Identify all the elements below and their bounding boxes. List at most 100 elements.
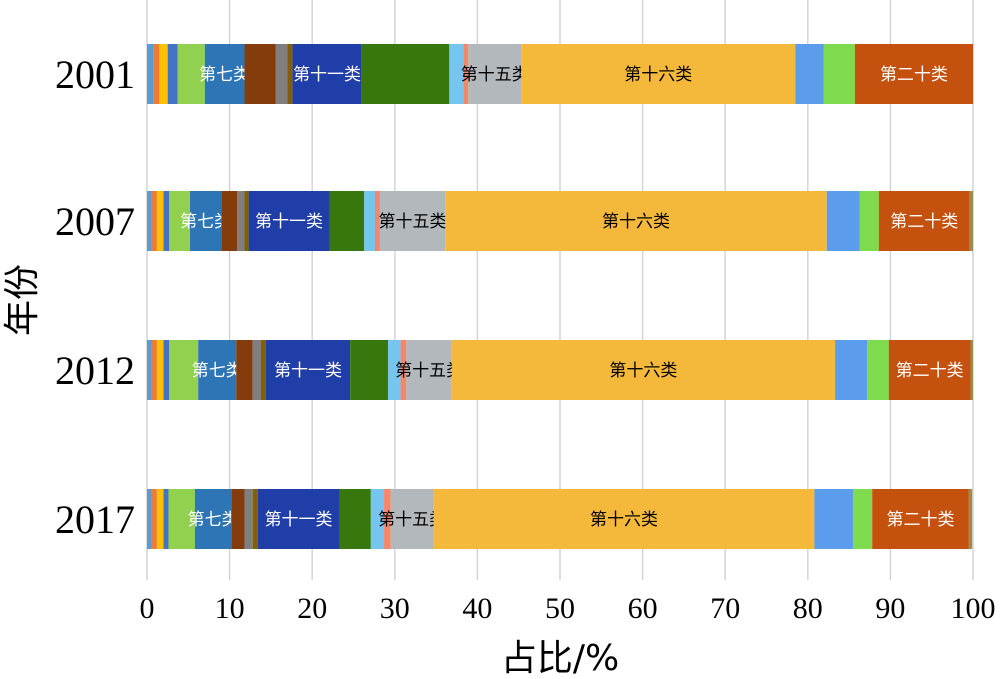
bar-2017-segment-18 xyxy=(968,489,973,549)
bar-2012-segment-18 xyxy=(970,340,973,400)
bar-2012-segment-9 xyxy=(265,340,351,400)
y-tick-2007: 2007 xyxy=(55,199,135,244)
bar-2012-segment-16 xyxy=(867,340,889,400)
y-axis-title: 年份 xyxy=(2,264,43,336)
segment-label-2017-5: 第七类 xyxy=(188,510,239,530)
segment-label-2012-13: 第十五类 xyxy=(395,361,463,381)
segment-label-2017-17: 第二十类 xyxy=(887,510,955,530)
segment-label-2007-5: 第七类 xyxy=(180,212,231,232)
bar-2007-segment-18 xyxy=(969,191,973,251)
bar-2001-segment-3 xyxy=(167,44,178,104)
bar-2012-segment-13 xyxy=(406,340,452,400)
bar-2017-segment-2 xyxy=(156,489,164,549)
bar-2012-segment-12 xyxy=(400,340,407,400)
bar-2017-segment-16 xyxy=(853,489,873,549)
bar-2007-segment-15 xyxy=(826,191,860,251)
bar-2012-segment-1 xyxy=(151,340,157,400)
bar-2017-segment-15 xyxy=(814,489,854,549)
segment-label-2007-13: 第十五类 xyxy=(379,212,447,232)
bar-2001-segment-2 xyxy=(159,44,168,104)
bar-2001-segment-5 xyxy=(204,44,245,104)
bar-2001-segment-14 xyxy=(521,44,796,104)
bar-2017-segment-8 xyxy=(252,489,258,549)
bar-2001-segment-6 xyxy=(244,44,276,104)
bar-2012-segment-15 xyxy=(835,340,868,400)
bar-2001-segment-1 xyxy=(153,44,160,104)
x-tick-10: 10 xyxy=(215,592,245,625)
bar-2017-segment-11 xyxy=(370,489,385,549)
segment-label-2012-5: 第七类 xyxy=(192,361,243,381)
bar-2012-segment-2 xyxy=(156,340,164,400)
x-axis-title: 占比/% xyxy=(501,638,619,679)
bar-2017-segment-6 xyxy=(231,489,245,549)
bar-2012-segment-7 xyxy=(252,340,261,400)
x-tick-40: 40 xyxy=(462,592,492,625)
bar-2007-segment-16 xyxy=(859,191,879,251)
bar-2001-segment-8 xyxy=(287,44,293,104)
x-tick-20: 20 xyxy=(297,592,327,625)
bar-2012-segment-5 xyxy=(198,340,237,400)
bar-2007-segment-8 xyxy=(244,191,249,251)
bar-2001-segment-7 xyxy=(275,44,288,104)
bar-2007-segment-5 xyxy=(189,191,222,251)
bar-2001-segment-9 xyxy=(292,44,362,104)
bar-2017-segment-9 xyxy=(257,489,340,549)
segment-label-2017-9: 第十一类 xyxy=(265,510,333,530)
bar-2012-segment-6 xyxy=(236,340,253,400)
bar-2017-segment-7 xyxy=(244,489,253,549)
bar-2017-segment-14 xyxy=(433,489,815,549)
segment-label-2001-5: 第七类 xyxy=(199,65,250,85)
bar-2001-segment-16 xyxy=(823,44,855,104)
bar-2001-segment-12 xyxy=(463,44,469,104)
bar-2007-segment-1 xyxy=(151,191,157,251)
bar-2007-segment-12 xyxy=(374,191,380,251)
x-tick-labels: 0 10 20 30 40 50 60 70 80 90 100 xyxy=(140,592,996,625)
bar-2001-segment-0 xyxy=(147,44,154,104)
bar-2017-segment-3 xyxy=(163,489,169,549)
bar-2017-segment-4 xyxy=(168,489,195,549)
bar-2017-segment-5 xyxy=(194,489,232,549)
y-tick-labels: 2001 2007 2012 2017 xyxy=(55,52,135,542)
segment-label-2012-9: 第十一类 xyxy=(274,361,342,381)
bar-2017-segment-13 xyxy=(390,489,434,549)
bar-2012-segment-10 xyxy=(350,340,389,400)
x-tick-70: 70 xyxy=(710,592,740,625)
bar-2012-segment-14 xyxy=(451,340,836,400)
bar-2007-segment-2 xyxy=(156,191,164,251)
bar-2007-segment-3 xyxy=(163,191,170,251)
x-tick-80: 80 xyxy=(793,592,823,625)
bar-2017-segment-12 xyxy=(384,489,391,549)
bar-2007-segment-17 xyxy=(878,191,970,251)
x-tick-0: 0 xyxy=(140,592,155,625)
bar-2007-segment-7 xyxy=(237,191,245,251)
segment-label-2007-14: 第十六类 xyxy=(602,212,670,232)
y-tick-2001: 2001 xyxy=(55,52,135,97)
bar-2001-segment-4 xyxy=(177,44,205,104)
bar-2007-segment-10 xyxy=(329,191,365,251)
bar-2017-segment-17 xyxy=(872,489,969,549)
bar-2017-segment-0 xyxy=(147,489,152,549)
bar-2012-segment-11 xyxy=(388,340,401,400)
bar-2007-segment-9 xyxy=(248,191,330,251)
bar-2001-segment-11 xyxy=(449,44,464,104)
bar-2007-segment-13 xyxy=(379,191,446,251)
x-tick-60: 60 xyxy=(628,592,658,625)
segment-label-2017-13: 第十五类 xyxy=(378,510,446,530)
x-tick-100: 100 xyxy=(951,592,996,625)
bar-2001-segment-17 xyxy=(854,44,973,104)
x-tick-30: 30 xyxy=(380,592,410,625)
segment-label-2017-14: 第十六类 xyxy=(590,510,658,530)
bar-2012-segment-0 xyxy=(147,340,152,400)
bar-2007-segment-0 xyxy=(147,191,152,251)
y-tick-2017: 2017 xyxy=(55,497,135,542)
bar-2001-segment-15 xyxy=(795,44,824,104)
bar-2017-segment-10 xyxy=(339,489,371,549)
segment-label-2012-17: 第二十类 xyxy=(896,361,964,381)
segment-label-2001-17: 第二十类 xyxy=(880,65,948,85)
bar-2001-segment-10 xyxy=(361,44,450,104)
bar-2007-segment-11 xyxy=(364,191,375,251)
bar-2012-segment-4 xyxy=(169,340,199,400)
bar-2007-segment-4 xyxy=(169,191,190,251)
bar-2012-segment-3 xyxy=(163,340,170,400)
